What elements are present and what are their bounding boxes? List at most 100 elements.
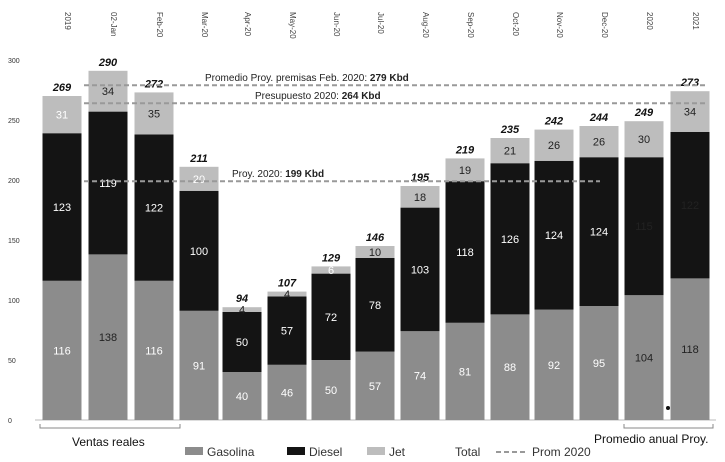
bar-segment-gasolina — [445, 322, 485, 420]
bar-segment-diesel — [267, 296, 307, 365]
total-label: 146 — [366, 232, 385, 244]
data-label-jet: 10 — [369, 247, 381, 259]
data-label-diesel: 123 — [53, 202, 71, 214]
bar-segment-diesel — [179, 190, 219, 311]
data-label-jet: 26 — [593, 137, 605, 149]
data-label-diesel: 50 — [236, 337, 248, 349]
data-label-diesel: 122 — [145, 203, 163, 215]
x-tick-label: 2021 — [691, 12, 700, 30]
bar-segment-diesel — [88, 111, 128, 255]
data-label-diesel: 126 — [501, 234, 519, 246]
bar-segment-gasolina — [400, 331, 440, 420]
legend-swatch-gasolina — [185, 447, 203, 455]
legend-label-diesel: Diesel — [309, 445, 342, 459]
marker-dot — [666, 406, 670, 410]
total-label: 211 — [189, 153, 208, 165]
bracket-ventas-reales — [39, 424, 181, 429]
bar-segment-jet — [624, 121, 664, 158]
x-tick-label: May-20 — [288, 12, 297, 39]
total-label: 107 — [278, 278, 297, 290]
data-label-gasolina: 118 — [681, 344, 699, 356]
data-label-jet: 6 — [328, 265, 334, 277]
bar-segment-gasolina — [42, 280, 82, 420]
y-tick-label: 100 — [8, 298, 20, 305]
legend-label-total: Total — [455, 445, 480, 459]
total-label: 273 — [680, 77, 699, 89]
bar-segment-jet — [179, 166, 219, 191]
bar-segment-diesel — [400, 207, 440, 332]
legend-swatch-diesel — [287, 447, 305, 455]
x-tick-label: Jul-20 — [376, 12, 385, 34]
total-label: 290 — [98, 57, 118, 69]
x-tick-label: 2019 — [63, 12, 72, 30]
bar-segment-jet — [400, 186, 440, 208]
annotations — [39, 406, 714, 429]
data-label-gasolina: 88 — [504, 362, 516, 374]
data-label-jet: 4 — [239, 305, 245, 317]
bar-segment-gasolina — [355, 351, 395, 420]
data-label-diesel: 57 — [281, 326, 293, 338]
data-label-diesel: 124 — [590, 227, 608, 239]
data-label-gasolina: 74 — [414, 371, 426, 383]
x-tick-label: Apr-20 — [243, 12, 252, 37]
bar-segment-gasolina — [222, 372, 262, 420]
reference-line-label: Presupuesto 2020: 264 Kbd — [255, 91, 381, 102]
data-label-diesel: 100 — [190, 246, 208, 258]
bar-segment-gasolina — [134, 280, 174, 420]
x-tick-label: 2020 — [645, 12, 654, 30]
data-label-jet: 19 — [459, 165, 471, 177]
x-tick-label: Sep-20 — [466, 12, 475, 38]
bar-segment-gasolina — [624, 295, 664, 420]
bar-segment-jet — [670, 91, 710, 132]
data-label-jet: 34 — [102, 86, 114, 98]
bar-segment-jet — [355, 246, 395, 258]
data-label-gasolina: 57 — [369, 381, 381, 393]
data-label-jet: 4 — [284, 289, 290, 301]
bar-segment-diesel — [134, 134, 174, 281]
data-label-gasolina: 40 — [236, 391, 248, 403]
legend-label-gasolina: Gasolina — [207, 445, 255, 459]
data-label-gasolina: 92 — [548, 360, 560, 372]
data-label-diesel: 103 — [411, 264, 429, 276]
bar-segment-jet — [534, 129, 574, 161]
bar-segment-jet — [222, 307, 262, 312]
y-tick-label: 150 — [8, 238, 20, 245]
total-label: 129 — [322, 252, 341, 264]
legend-swatch-jet — [367, 447, 385, 455]
bar-segment-gasolina — [490, 314, 530, 420]
total-label: 244 — [589, 112, 608, 124]
bar-segment-diesel — [42, 133, 82, 281]
reference-line-label: Promedio Proy. premisas Feb. 2020: 279 K… — [205, 73, 409, 84]
legend-label-jet: Jet — [389, 445, 406, 459]
bar-segment-jet — [579, 126, 619, 158]
data-label-gasolina: 95 — [593, 358, 605, 370]
legend-label-prom: Prom 2020 — [532, 445, 591, 459]
data-label-jet: 35 — [148, 108, 160, 120]
bars-layer: 116 123 31 269 138 119 34 290 116 122 35 272 91 100 20… — [42, 57, 710, 420]
bar-segment-gasolina — [88, 254, 128, 420]
x-tick-label: Feb-20 — [155, 12, 164, 38]
legend: Gasolina Diesel Jet Total Prom 2020 — [185, 445, 591, 459]
total-label: 235 — [500, 124, 520, 136]
total-label: 219 — [455, 144, 475, 156]
total-label: 269 — [52, 82, 72, 94]
x-tick-label: Aug-20 — [421, 12, 430, 38]
reference-lines: Promedio Proy. premisas Feb. 2020: 279 K… — [84, 73, 706, 183]
data-label-jet: 34 — [684, 107, 696, 119]
data-label-diesel: 119 — [99, 178, 117, 190]
group-label-ventas-reales: Ventas reales — [72, 435, 145, 449]
bar-segment-gasolina — [670, 278, 710, 420]
y-tick-label: 50 — [8, 358, 16, 365]
y-tick-label: 300 — [8, 58, 20, 65]
x-tick-label: Jun-20 — [332, 12, 341, 37]
bar-segment-jet — [88, 70, 128, 112]
bar-segment-gasolina — [267, 364, 307, 420]
data-label-diesel: 78 — [369, 300, 381, 312]
total-label: 242 — [544, 116, 563, 128]
bar-segment-diesel — [624, 157, 664, 296]
total-label: 94 — [236, 293, 248, 305]
data-label-gasolina: 50 — [325, 385, 337, 397]
bar-segment-gasolina — [579, 306, 619, 420]
data-label-jet: 18 — [414, 192, 426, 204]
